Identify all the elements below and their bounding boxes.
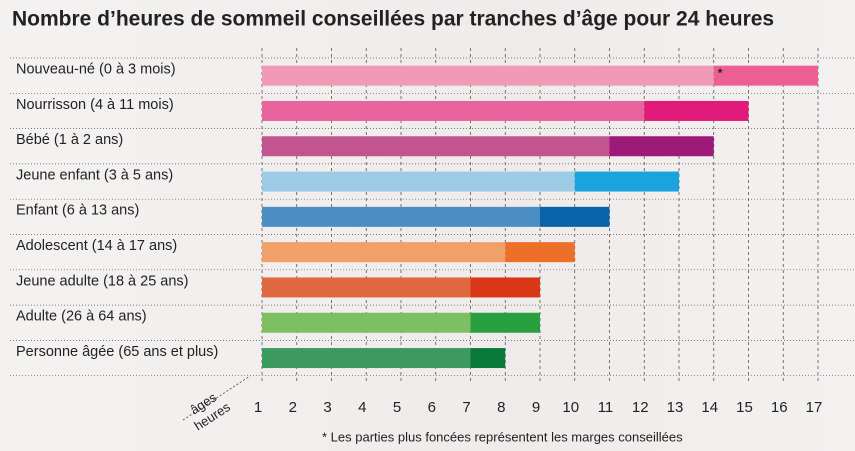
x-tick-label: 11 bbox=[598, 399, 614, 416]
chart-title: Nombre d’heures de sommeil conseillées p… bbox=[12, 8, 774, 31]
bar-segment bbox=[262, 136, 610, 157]
bar-segment bbox=[262, 277, 471, 298]
x-tick-label: 4 bbox=[358, 399, 366, 416]
x-tick-label: 7 bbox=[462, 399, 470, 416]
bar-segment bbox=[262, 65, 714, 86]
y-tick-label: Bébé (1 à 2 ans) bbox=[16, 132, 123, 148]
x-tick-label: 9 bbox=[532, 399, 540, 416]
x-tick-label: 12 bbox=[632, 399, 649, 416]
bar-segment bbox=[540, 206, 610, 227]
bar-segment bbox=[609, 136, 714, 157]
y-tick-label: Adolescent (14 à 17 ans) bbox=[16, 238, 177, 254]
x-tick-label: 6 bbox=[428, 399, 436, 416]
bar-segment bbox=[470, 348, 506, 369]
y-tick-label: Jeune adulte (18 à 25 ans) bbox=[16, 273, 189, 289]
x-tick-label: 1 bbox=[254, 399, 262, 416]
y-tick-label: Nourrisson (4 à 11 mois) bbox=[16, 97, 174, 113]
x-tick-label: 17 bbox=[806, 399, 823, 416]
x-tick-label: 3 bbox=[323, 399, 331, 416]
x-tick-label: 14 bbox=[701, 399, 718, 416]
bar-segment bbox=[505, 242, 575, 263]
x-tick-label: 15 bbox=[736, 399, 753, 416]
x-tick-label: 10 bbox=[562, 399, 579, 416]
y-tick-label: Enfant (6 à 13 ans) bbox=[16, 203, 139, 219]
bar-segment bbox=[470, 312, 540, 333]
x-tick-label: 5 bbox=[393, 399, 401, 416]
x-tick-label: 13 bbox=[667, 399, 684, 416]
bar-segment bbox=[262, 312, 471, 333]
corner-line bbox=[182, 375, 251, 421]
bar-segment bbox=[262, 242, 506, 263]
bar-segment bbox=[713, 65, 818, 86]
bar-segment bbox=[262, 100, 645, 121]
note: * Les parties plus foncées représentent … bbox=[322, 429, 683, 444]
y-tick-label: Personne âgée (65 ans et plus) bbox=[16, 344, 218, 360]
annotation: * bbox=[718, 66, 723, 80]
x-tick-label: 2 bbox=[289, 399, 297, 416]
bar-segment bbox=[262, 171, 575, 192]
bar-segment bbox=[262, 348, 471, 369]
y-tick-label: Adulte (26 à 64 ans) bbox=[16, 309, 147, 325]
bar-segment bbox=[262, 206, 540, 227]
bar-segment bbox=[644, 100, 749, 121]
y-tick-label: Jeune enfant (3 à 5 ans) bbox=[16, 167, 173, 183]
x-tick-label: 16 bbox=[771, 399, 788, 416]
bar-segment bbox=[470, 277, 540, 298]
y-tick-label: Nouveau-né (0 à 3 mois) bbox=[16, 61, 176, 77]
x-tick-label: 8 bbox=[497, 399, 505, 416]
bar-segment bbox=[574, 171, 679, 192]
